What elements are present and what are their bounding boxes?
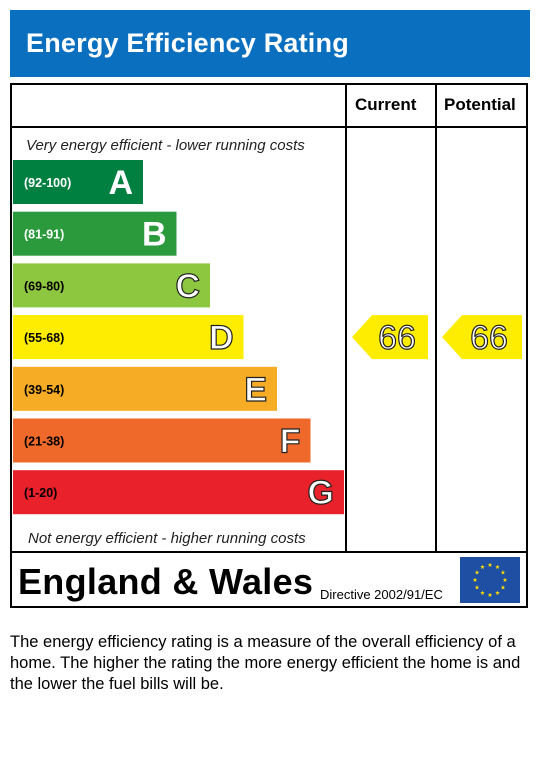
band-a-bar — [13, 160, 143, 204]
eu-star-icon — [474, 585, 480, 590]
potential-rating-value: 66 — [470, 319, 508, 357]
directive-label: Directive 2002/91/EC — [320, 587, 443, 602]
band-b-letter: B — [142, 216, 167, 254]
header-current: Current — [355, 95, 417, 114]
eu-star-icon — [487, 592, 493, 597]
eu-star-icon — [480, 590, 485, 595]
band-a-range: (92-100) — [24, 176, 71, 190]
eu-star-icon — [472, 577, 478, 582]
band-d-range: (55-68) — [24, 331, 64, 345]
title-bar: Energy Efficiency Rating — [10, 10, 530, 77]
description-text: The energy efficiency rating is a measur… — [10, 633, 521, 693]
rating-frame — [10, 83, 528, 608]
column-divider-current — [345, 83, 347, 553]
band-e-letter: E — [244, 371, 267, 409]
band-a-letter: A — [108, 164, 133, 202]
band-f-bar — [13, 418, 311, 463]
eu-star-icon — [474, 570, 480, 575]
eu-flag-icon — [460, 557, 520, 603]
band-c-range: (69-80) — [24, 279, 64, 293]
eu-star-icon — [500, 585, 506, 590]
band-d-bar — [13, 315, 244, 360]
eu-star-icon — [500, 570, 506, 575]
band-d-letter: D — [209, 319, 234, 357]
current-rating-value: 66 — [378, 319, 416, 357]
chart-title: Energy Efficiency Rating — [26, 28, 349, 58]
eu-star-icon — [487, 562, 493, 567]
band-e-bar — [13, 366, 277, 411]
eu-star-icon — [480, 564, 485, 569]
band-f-letter: F — [280, 423, 301, 461]
column-divider-potential — [435, 83, 437, 553]
band-g-bar — [13, 470, 344, 515]
header-potential: Potential — [444, 95, 516, 114]
band-c-letter: C — [175, 267, 200, 305]
eu-star-icon — [502, 577, 508, 582]
header-divider — [10, 126, 528, 128]
eu-star-icon — [495, 564, 500, 569]
band-g-letter: G — [308, 474, 334, 512]
eu-star-icon — [495, 590, 500, 595]
band-b-bar — [13, 211, 177, 256]
band-e-range: (39-54) — [24, 383, 64, 397]
region-label: England & Wales — [18, 561, 314, 602]
footer-divider — [10, 551, 528, 553]
band-b-range: (81-91) — [24, 228, 64, 242]
potential-rating-arrow — [442, 315, 522, 360]
band-f-range: (21-38) — [24, 435, 64, 449]
top-caption: Very energy efficient - lower running co… — [26, 137, 305, 154]
current-rating-arrow — [352, 315, 428, 360]
band-g-range: (1-20) — [24, 486, 57, 500]
band-c-bar — [13, 263, 210, 308]
bottom-caption: Not energy efficient - higher running co… — [28, 530, 306, 547]
